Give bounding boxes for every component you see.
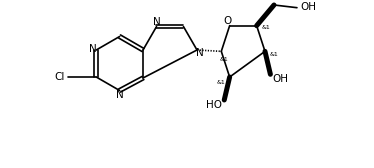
Text: N: N [116, 90, 123, 99]
Text: OH: OH [272, 74, 288, 84]
Text: O: O [224, 16, 232, 26]
Text: N: N [153, 17, 160, 27]
Text: HO: HO [206, 100, 222, 110]
Text: &1: &1 [270, 52, 278, 57]
Text: &1: &1 [261, 25, 270, 30]
Text: &1: &1 [216, 79, 225, 85]
Text: &1: &1 [220, 57, 229, 62]
Text: OH: OH [300, 2, 316, 12]
Text: N: N [196, 48, 204, 58]
Text: Cl: Cl [55, 72, 65, 82]
Text: N: N [89, 44, 97, 54]
